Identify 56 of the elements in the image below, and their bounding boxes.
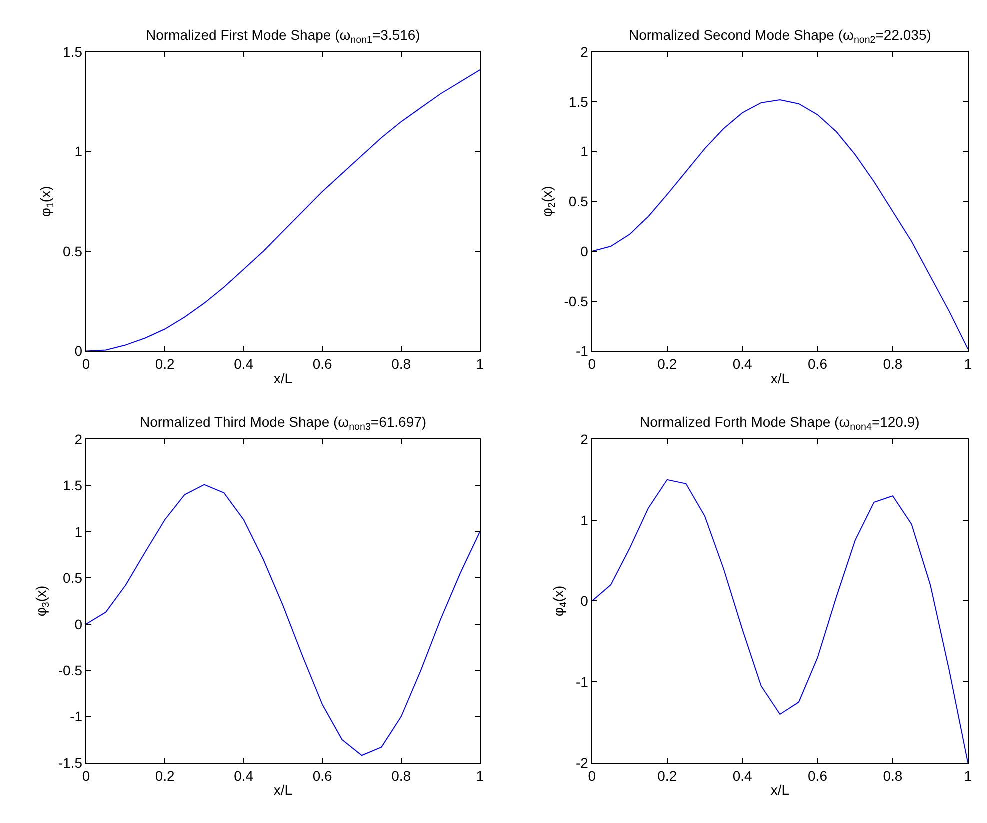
chart-title: Normalized Forth Mode Shape (ω$_{non4}$=120.9) — [640, 414, 920, 433]
x-tick-label: 0.2 — [658, 356, 678, 372]
x-tick-label: 0.4 — [234, 768, 254, 784]
y-tick-label: -0.5 — [564, 293, 589, 310]
x-tick-label: 0.2 — [155, 768, 176, 784]
y-tick-label: 0 — [580, 243, 589, 260]
x-tick-label: 0.2 — [658, 768, 678, 784]
y-tick-label: 1.5 — [568, 94, 589, 110]
y-tick-label: -0.5 — [58, 662, 83, 678]
line-series — [592, 99, 968, 350]
x-tick-label: 0.8 — [392, 356, 412, 372]
x-axis-title: x/L — [274, 782, 293, 798]
x-tick-label: 0.8 — [883, 768, 903, 784]
x-tick-label: 0.4 — [732, 768, 753, 784]
y-tick-label: 1 — [580, 512, 589, 528]
x-axis-title: x/L — [770, 370, 790, 386]
x-tick-label: 0.4 — [732, 356, 753, 372]
y-tick-label: 1.5 — [63, 478, 83, 494]
x-tick-label: 0.8 — [883, 356, 903, 372]
chart-title: Normalized Second Mode Shape (ω$_{non2}$=22.035) — [629, 27, 932, 46]
y-tick-label: 0 — [74, 616, 83, 632]
y-tick-label: 0.5 — [63, 243, 83, 260]
y-tick-label: -1.5 — [58, 754, 83, 771]
x-axis-title: x/L — [770, 782, 790, 798]
line-series — [592, 479, 968, 764]
x-tick-label: 1 — [476, 768, 484, 784]
x-axis-title: x/L — [274, 370, 293, 386]
chart-title: Normalized Third Mode Shape (ω$_{non3}$=61.697) — [140, 414, 427, 433]
y-tick-label: -2 — [576, 754, 589, 771]
x-tick-label: 1 — [964, 356, 972, 372]
x-tick-label: 0.2 — [155, 356, 176, 372]
x-tick-label: 0.6 — [312, 356, 333, 372]
y-tick-label: 0.5 — [568, 194, 589, 210]
x-tick-label: 0.6 — [808, 356, 828, 372]
x-tick-label: 0.6 — [312, 768, 333, 784]
y-tick-label: 2 — [580, 44, 589, 60]
line-series — [86, 70, 480, 352]
line-series — [86, 484, 480, 756]
y-tick-label: 1 — [74, 524, 83, 540]
y-tick-label: 0 — [74, 343, 83, 360]
x-tick-label: 0.4 — [234, 356, 254, 372]
y-tick-label: 2 — [580, 431, 589, 448]
y-tick-label: -1 — [576, 674, 589, 690]
chart-title: Normalized First Mode Shape (ω$_{non1}$=3.516) — [146, 27, 420, 46]
x-tick-label: 1 — [964, 768, 972, 784]
x-tick-label: 0.8 — [392, 768, 412, 784]
y-tick-label: 0.5 — [63, 570, 83, 586]
x-tick-label: 1 — [476, 356, 484, 372]
y-tick-label: 1 — [74, 144, 83, 160]
y-tick-label: -1 — [576, 343, 589, 360]
y-tick-label: -1 — [70, 708, 83, 725]
x-tick-label: 0.6 — [808, 768, 828, 784]
y-tick-label: 1.5 — [63, 44, 83, 60]
y-tick-label: 1 — [580, 144, 589, 160]
y-tick-label: 0 — [580, 593, 589, 610]
y-tick-label: 2 — [74, 431, 83, 448]
